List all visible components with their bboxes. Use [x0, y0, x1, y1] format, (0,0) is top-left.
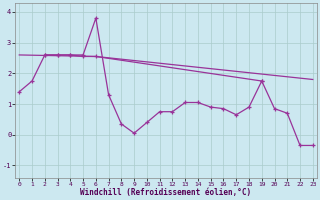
- X-axis label: Windchill (Refroidissement éolien,°C): Windchill (Refroidissement éolien,°C): [80, 188, 252, 197]
